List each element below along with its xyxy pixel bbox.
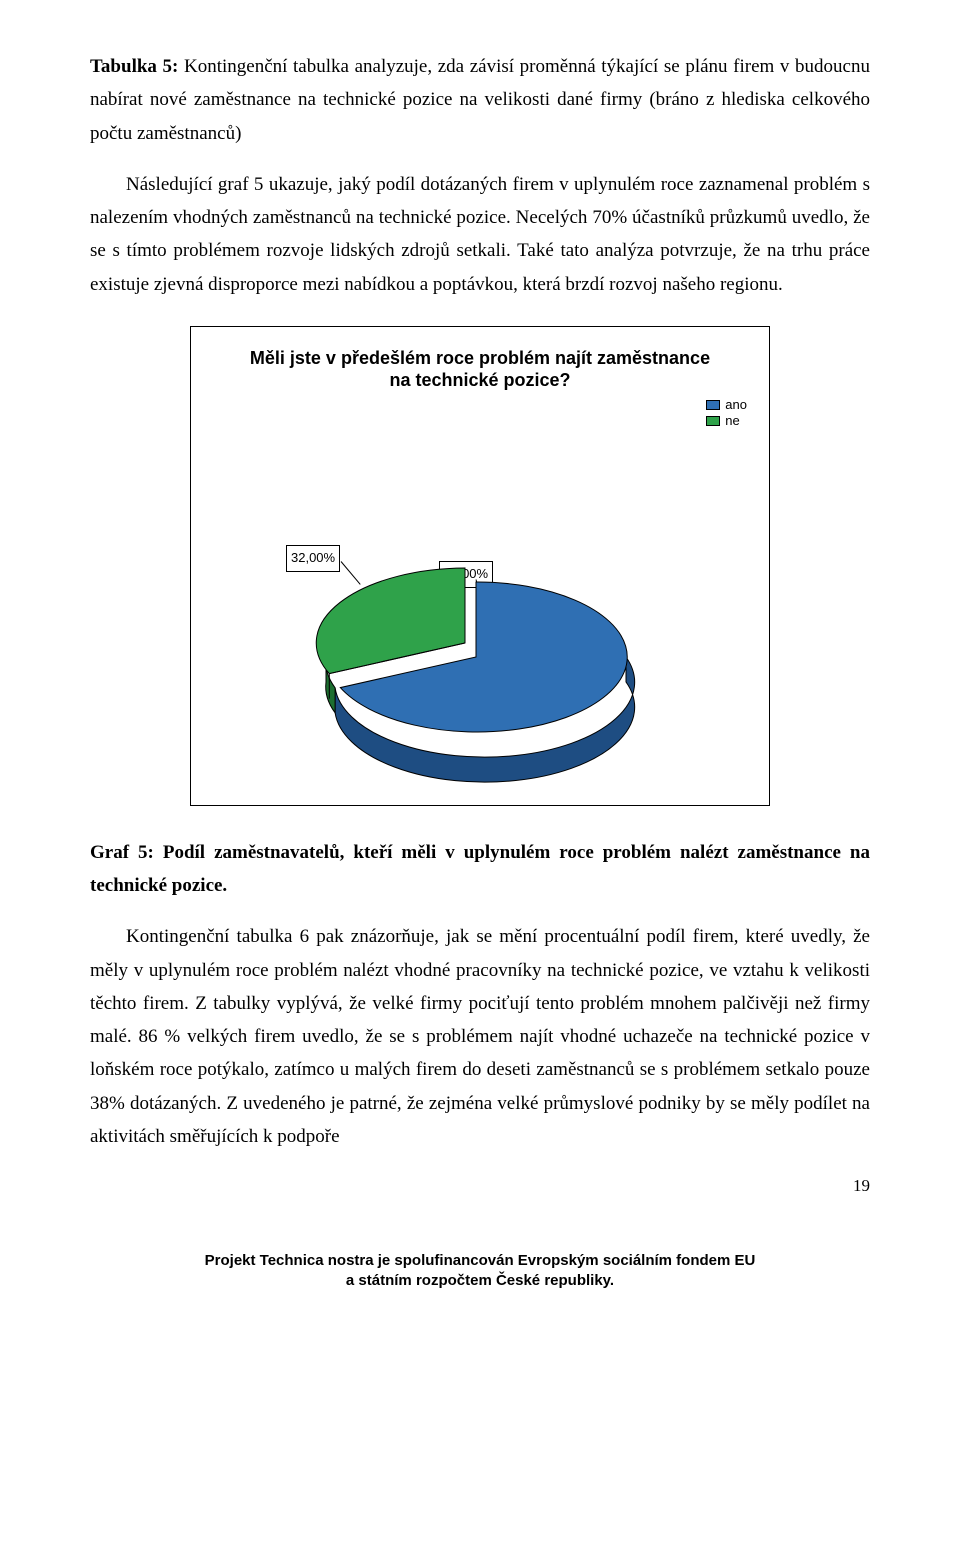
legend-item-ne: ne <box>706 413 747 429</box>
legend-swatch-ano <box>706 400 720 410</box>
page-number: 19 <box>90 1171 870 1201</box>
chart-title-line2: na technické pozice? <box>389 370 570 390</box>
chart-title: Měli jste v předešlém roce problém najít… <box>219 347 741 392</box>
graf-5-caption: Graf 5: Podíl zaměstnavatelů, kteří měli… <box>90 836 870 903</box>
pie-svg <box>316 567 646 767</box>
para1-text: Kontingenční tabulka analyzuje, zda závi… <box>90 56 870 144</box>
graf-5-caption-text: Graf 5: Podíl zaměstnavatelů, kteří měli… <box>90 842 870 896</box>
table-5-label: Tabulka 5: <box>90 56 178 77</box>
chart-frame: Měli jste v předešlém roce problém najít… <box>190 326 770 806</box>
paragraph-1: Tabulka 5: Kontingenční tabulka analyzuj… <box>90 50 870 150</box>
legend-item-ano: ano <box>706 397 747 413</box>
legend-label-ano: ano <box>725 397 747 413</box>
pie-chart <box>316 567 646 767</box>
footer-line2: a státním rozpočtem České republiky. <box>346 1272 614 1289</box>
legend-swatch-ne <box>706 416 720 426</box>
page-footer: Projekt Technica nostra je spolufinancov… <box>90 1251 870 1292</box>
paragraph-3: Kontingenční tabulka 6 pak znázorňuje, j… <box>90 920 870 1153</box>
chart-legend: ano ne <box>706 397 747 430</box>
paragraph-2: Následující graf 5 ukazuje, jaký podíl d… <box>90 168 870 301</box>
footer-line1: Projekt Technica nostra je spolufinancov… <box>205 1252 756 1269</box>
pie-top <box>316 568 627 732</box>
pie-slice-ne <box>316 568 465 674</box>
legend-label-ne: ne <box>725 413 739 429</box>
chart-title-line1: Měli jste v předešlém roce problém najít… <box>250 348 710 368</box>
